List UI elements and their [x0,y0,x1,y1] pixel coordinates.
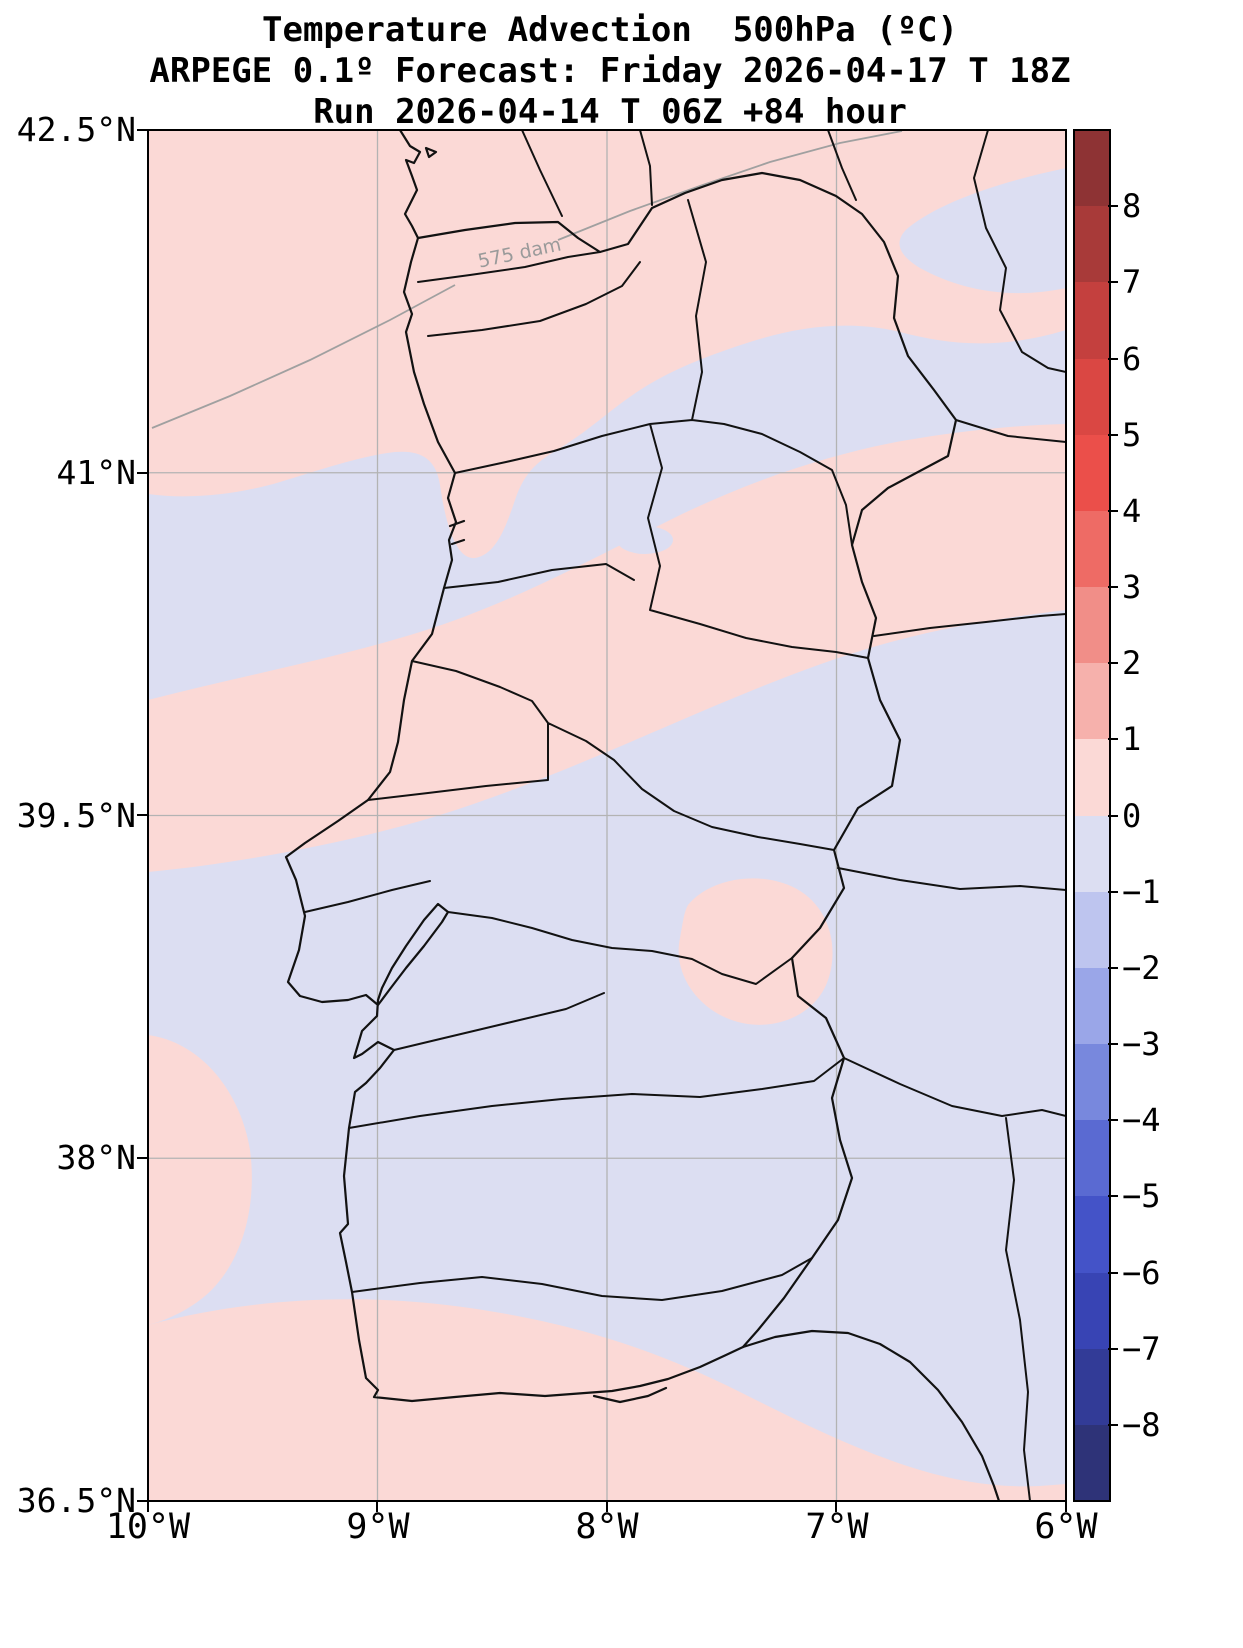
colorbar-tick-label: 1 [1107,720,1142,758]
map-frame: 575 dam [147,129,1067,1502]
chart-subtitle-run: Run 2026-04-14 T 06Z +84 hour [313,92,907,132]
height-contour-line [151,130,903,429]
advection-negative-wedge-northeast [899,168,1066,294]
colorbar-band [1074,434,1110,511]
colorbar-band [1074,587,1110,664]
colorbar-tick-label: 7 [1107,263,1142,301]
colorbar-tick-label: 4 [1107,492,1142,530]
y-tick-mark [137,814,148,816]
colorbar-band [1074,1196,1110,1273]
x-tick-mark [1065,1501,1067,1512]
coastline [284,130,1001,1501]
colorbar-band [1074,282,1110,359]
colorbar-band [1074,739,1110,816]
colorbar-band [1074,130,1110,207]
colorbar-tick-label: −1 [1108,873,1161,911]
colorbar-band [1074,891,1110,968]
colorbar-tick-label: 6 [1107,340,1142,378]
province-boundaries [521,130,1066,1501]
colorbar-tick-label: −8 [1108,1406,1161,1444]
colorbar-tick-label: −5 [1108,1177,1161,1215]
x-tick-mark [376,1501,378,1512]
lat-tick-label: 38°N [56,1138,136,1177]
title-block: Temperature Advection 500hPa (ºC) ARPEGE… [0,10,1220,133]
colorbar-band [1074,358,1110,435]
y-tick-mark [137,129,148,131]
advection-positive-region-southwest [148,1035,252,1325]
colorbar-band [1074,1044,1110,1121]
lat-tick-label: 39.5°N [16,796,136,835]
chart-title: Temperature Advection 500hPa (ºC) [262,10,958,50]
colorbar-tick-label: −4 [1108,1101,1161,1139]
lon-tick-label: 7°W [805,1507,869,1547]
chart-subtitle-forecast: ARPEGE 0.1º Forecast: Friday 2026-04-17 … [149,51,1071,91]
lon-tick-label: 10°W [105,1507,191,1547]
colorbar-tick-label: −3 [1108,1025,1161,1063]
grid-lines [148,130,1066,1501]
colorbar-band [1074,1348,1110,1425]
advection-positive-patch-border [678,878,833,1025]
y-tick-mark [137,472,148,474]
colorbar-tick-label: 8 [1107,187,1142,225]
colorbar-tick-label: 2 [1107,644,1142,682]
lon-tick-label: 9°W [346,1507,410,1547]
colorbar-band [1074,1120,1110,1197]
colorbar-tick-label: 5 [1107,416,1142,454]
lat-tick-label: 42.5°N [16,110,136,149]
colorbar-tick-label: −2 [1108,949,1161,987]
x-tick-mark [606,1501,608,1512]
colorbar-band [1074,1272,1110,1349]
district-boundaries [304,199,869,1301]
lon-tick-label: 6°W [1034,1507,1098,1547]
colorbar-tick-label: −6 [1108,1254,1161,1292]
x-tick-mark [835,1501,837,1512]
map-canvas: 575 dam [148,130,1066,1501]
colorbar-band [1074,206,1110,283]
colorbar-band [1074,967,1110,1045]
colorbar-tick-label: 0 [1107,797,1142,835]
colorbar-band [1074,815,1110,892]
colorbar-band [1074,663,1110,740]
pt-es-border [416,171,958,1349]
advection-negative-spot [617,526,673,554]
colorbar-band [1074,510,1110,588]
colorbar-tick-label: −7 [1108,1330,1161,1368]
lon-tick-label: 8°W [575,1507,639,1547]
colorbar-band [1074,1424,1110,1502]
x-tick-mark [147,1501,149,1512]
colorbar [1073,129,1111,1502]
y-tick-mark [137,1157,148,1159]
colorbar-tick-label: 3 [1107,568,1142,606]
colorbar-bands [1074,130,1110,1502]
y-tick-mark [137,1500,148,1502]
lat-tick-label: 36.5°N [16,1481,136,1520]
lat-tick-label: 41°N [56,453,136,492]
